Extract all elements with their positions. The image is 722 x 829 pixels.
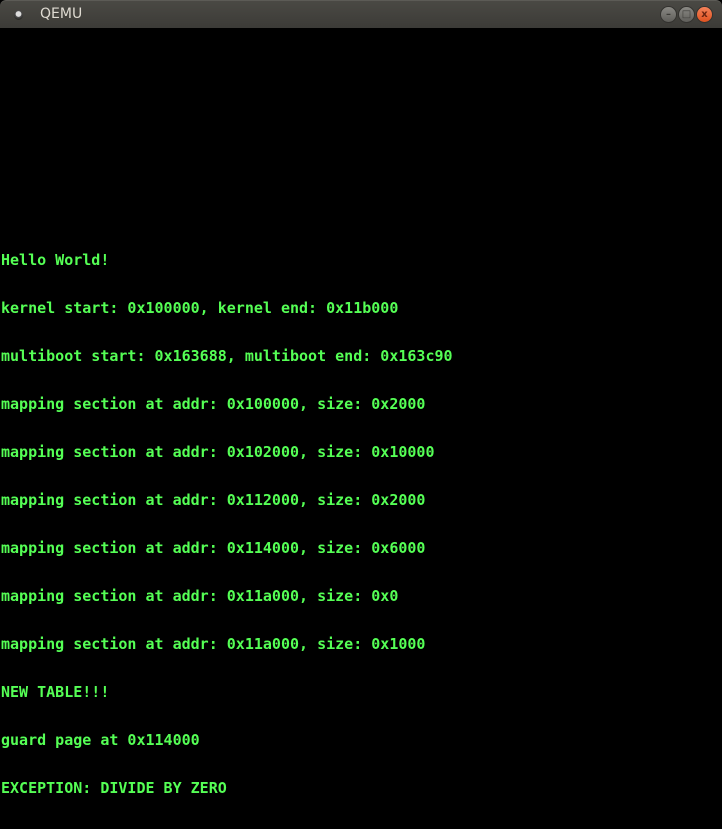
minimize-button[interactable]: –: [661, 7, 676, 22]
console-line: mapping section at addr: 0x114000, size:…: [1, 539, 426, 557]
qemu-app-icon: [14, 10, 23, 20]
console-line: EXCEPTION: DIVIDE BY ZERO: [1, 779, 227, 797]
console-line: mapping section at addr: 0x11a000, size:…: [1, 587, 399, 605]
console-line: kernel start: 0x100000, kernel end: 0x11…: [1, 299, 399, 317]
console-line: Hello World!: [1, 251, 110, 269]
console-line: guard page at 0x114000: [1, 731, 200, 749]
console-line: mapping section at addr: 0x112000, size:…: [1, 491, 426, 509]
vm-display[interactable]: Hello World! kernel start: 0x100000, ker…: [0, 28, 722, 796]
console-line: mapping section at addr: 0x102000, size:…: [1, 443, 435, 461]
console-output: Hello World! kernel start: 0x100000, ker…: [1, 220, 453, 828]
window-titlebar[interactable]: QEMU – □ x: [0, 0, 722, 28]
console-line: mapping section at addr: 0x100000, size:…: [1, 395, 426, 413]
close-button[interactable]: x: [697, 7, 712, 22]
maximize-button[interactable]: □: [679, 7, 694, 22]
console-line: multiboot start: 0x163688, multiboot end…: [1, 347, 453, 365]
console-line: NEW TABLE!!!: [1, 683, 110, 701]
window-title: QEMU: [40, 6, 83, 22]
console-line: mapping section at addr: 0x11a000, size:…: [1, 635, 426, 653]
